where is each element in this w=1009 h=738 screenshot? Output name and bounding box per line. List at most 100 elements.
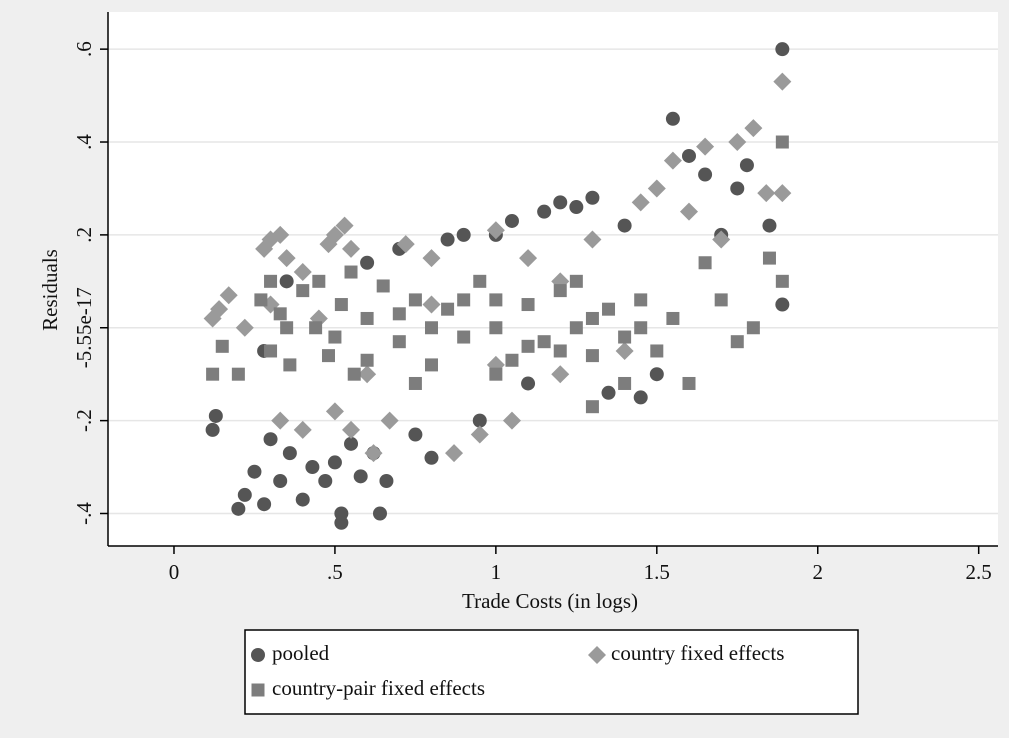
point	[305, 460, 320, 475]
point	[775, 274, 789, 288]
point	[293, 420, 312, 439]
point	[519, 249, 538, 268]
point	[396, 235, 415, 254]
point	[327, 455, 342, 470]
y-tick-label: -5.55e-17	[72, 287, 96, 368]
point	[714, 293, 728, 307]
point	[424, 321, 438, 335]
point	[585, 400, 599, 414]
point	[422, 295, 441, 314]
point	[273, 307, 287, 321]
y-tick-label: .6	[72, 41, 96, 57]
point	[208, 408, 223, 423]
legend-marker	[251, 648, 265, 662]
point	[472, 413, 487, 428]
point	[730, 335, 744, 349]
point	[634, 293, 648, 307]
point	[634, 321, 648, 335]
point	[666, 311, 680, 325]
point	[379, 473, 394, 488]
point	[631, 193, 650, 212]
x-axis-title: Trade Costs (in logs)	[462, 589, 638, 613]
point	[773, 184, 792, 203]
point	[271, 225, 290, 244]
point	[773, 72, 792, 91]
point	[746, 321, 760, 335]
point	[273, 473, 288, 488]
point	[553, 344, 567, 358]
point	[312, 274, 326, 288]
point	[537, 204, 552, 219]
point	[521, 298, 535, 312]
point	[696, 137, 715, 156]
point	[615, 341, 634, 360]
point	[257, 497, 272, 512]
point	[489, 367, 503, 381]
point	[342, 420, 361, 439]
y-tick-label: -.2	[72, 409, 96, 432]
x-tick-label: 2.5	[966, 560, 992, 584]
point	[293, 263, 312, 282]
point	[553, 195, 568, 210]
point	[585, 190, 600, 205]
point	[408, 293, 422, 307]
point	[344, 436, 359, 451]
point	[254, 293, 268, 307]
point	[647, 179, 666, 198]
point	[585, 349, 599, 363]
point	[537, 335, 551, 349]
point	[553, 284, 567, 298]
point	[422, 249, 441, 268]
y-tick-label: -.4	[72, 502, 96, 525]
point	[205, 422, 220, 437]
point	[762, 218, 777, 233]
point	[328, 330, 342, 344]
point	[583, 230, 602, 249]
point	[309, 321, 323, 335]
y-axis-title: Residuals	[38, 249, 62, 331]
point	[663, 151, 682, 170]
point	[237, 487, 252, 502]
point	[280, 321, 294, 335]
point	[235, 318, 254, 337]
ticks: -.4 -.2 -5.55e-17 .2 .4 .6 0 .5 1 1.5 2 2.5	[72, 41, 992, 584]
point	[489, 321, 503, 335]
point	[210, 300, 229, 319]
point	[380, 411, 399, 430]
point	[775, 42, 790, 57]
legend-label: country fixed effects	[611, 641, 784, 665]
point	[712, 230, 731, 249]
x-tick-label: .5	[327, 560, 343, 584]
legend-label: pooled	[272, 641, 330, 665]
point	[744, 119, 763, 138]
y-tick-label: .4	[72, 134, 96, 150]
point	[424, 450, 439, 465]
point	[424, 358, 438, 372]
point	[698, 256, 712, 270]
point	[264, 344, 278, 358]
point	[376, 279, 390, 293]
point	[408, 376, 422, 390]
point	[325, 225, 344, 244]
point	[457, 330, 471, 344]
point	[601, 385, 616, 400]
point	[521, 339, 535, 353]
point	[445, 444, 464, 463]
point	[470, 425, 489, 444]
point	[569, 200, 584, 215]
point	[263, 432, 278, 447]
point	[441, 302, 455, 316]
x-tick-label: 1	[491, 560, 502, 584]
point	[504, 213, 519, 228]
point	[344, 265, 358, 279]
point	[602, 302, 616, 316]
point	[457, 293, 471, 307]
legend	[244, 629, 859, 715]
point	[358, 365, 377, 384]
point	[271, 411, 290, 430]
point	[762, 251, 776, 265]
point	[679, 202, 698, 221]
point	[569, 274, 583, 288]
point	[757, 184, 776, 203]
